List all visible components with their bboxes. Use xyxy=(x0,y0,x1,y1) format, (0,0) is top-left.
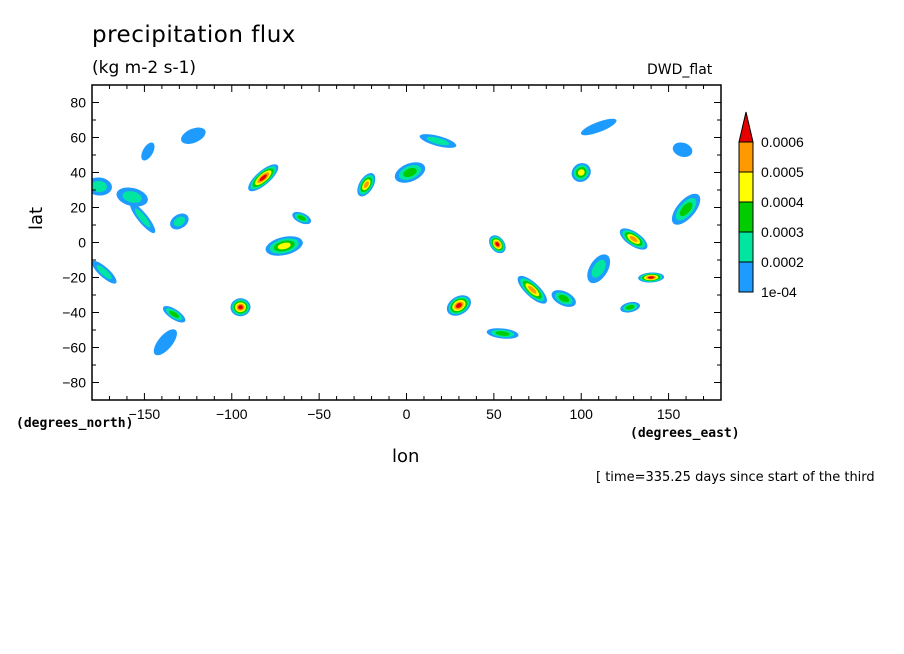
precip-contour xyxy=(591,259,606,278)
x-axis-label: lon xyxy=(392,446,420,467)
colorbar-label: 0.0005 xyxy=(761,164,804,180)
precip-cell xyxy=(672,142,693,158)
precip-cell xyxy=(419,134,457,148)
precip-contour xyxy=(134,208,151,228)
y-axis-ticks: 80 60 40 20 0 −20 −40 −60 −80 xyxy=(62,84,721,401)
precip-contour xyxy=(528,285,537,294)
x-tick-label: −150 xyxy=(129,406,161,422)
precip-cell xyxy=(620,301,640,313)
precip-contour xyxy=(153,329,177,356)
precip-cell xyxy=(446,295,471,316)
precip-contour xyxy=(672,142,693,158)
precip-cell xyxy=(357,173,376,197)
x-tick-label: −100 xyxy=(216,406,248,422)
precip-contour xyxy=(173,216,186,227)
y-tick-label: 40 xyxy=(70,165,86,181)
precip-contour xyxy=(96,265,112,280)
x-axis-units: (degrees_east) xyxy=(630,426,740,441)
precip-cell xyxy=(619,228,648,250)
precip-cell xyxy=(489,235,506,254)
precip-cell xyxy=(162,306,186,323)
precip-cell xyxy=(587,254,611,284)
precip-cell xyxy=(130,202,156,234)
precip-contour xyxy=(495,242,500,247)
colorbar-label: 0.0004 xyxy=(761,194,804,210)
precip-cell xyxy=(638,272,665,283)
x-tick-label: 100 xyxy=(570,406,594,422)
y-tick-label: 0 xyxy=(78,235,86,251)
colorbar-segment xyxy=(738,141,754,173)
time-annotation: [ time=335.25 days since start of the th… xyxy=(596,470,875,485)
precip-contour xyxy=(169,310,180,318)
precip-cell xyxy=(141,142,155,161)
precip-cell xyxy=(170,213,189,230)
precip-contour xyxy=(679,202,693,217)
precip-contour xyxy=(403,167,417,178)
x-tick-label: 50 xyxy=(486,406,502,422)
x-tick-label: 150 xyxy=(657,406,681,422)
colorbar: 0.0006 0.0005 0.0004 0.0003 0.0002 1e-04 xyxy=(738,111,804,300)
colorbar-extend-arrow xyxy=(738,111,754,143)
precip-cell xyxy=(394,162,426,183)
precip-contour xyxy=(426,136,450,146)
precip-cell xyxy=(517,275,547,304)
precip-cell xyxy=(181,127,206,144)
y-tick-label: −20 xyxy=(62,270,86,286)
precip-contour xyxy=(122,191,142,203)
precip-contour xyxy=(580,118,617,136)
precip-contour xyxy=(181,127,206,144)
precip-contour xyxy=(259,174,267,182)
precip-cell xyxy=(671,193,701,225)
precip-contour xyxy=(297,215,306,221)
x-axis-ticks: −150 −100 −50 0 50 100 150 xyxy=(91,85,722,422)
precip-cell xyxy=(551,290,576,307)
y-tick-label: −40 xyxy=(62,305,86,321)
precip-contour xyxy=(495,331,510,336)
colorbar-segment xyxy=(738,231,754,263)
x-tick-label: 0 xyxy=(403,406,411,422)
precip-cell xyxy=(248,164,279,192)
precip-cell xyxy=(292,211,312,225)
precip-cell xyxy=(116,187,148,207)
precip-contour xyxy=(141,142,155,161)
precipitation-field xyxy=(92,118,701,356)
precip-cell xyxy=(230,298,251,317)
precip-contour xyxy=(363,181,369,189)
colorbar-label: 0.0002 xyxy=(761,254,804,270)
y-tick-label: 80 xyxy=(70,95,86,111)
precip-cell xyxy=(486,328,519,339)
y-tick-label: −80 xyxy=(62,375,86,391)
precip-cell xyxy=(580,118,617,136)
chart-units: (kg m-2 s-1) xyxy=(92,58,197,78)
precip-contour xyxy=(647,276,655,279)
y-axis-units: (degrees_north) xyxy=(16,416,134,431)
precip-contour xyxy=(558,294,570,303)
precip-contour xyxy=(629,235,638,243)
dataset-label: DWD_flat xyxy=(647,62,713,78)
precip-cell xyxy=(571,163,591,182)
precip-contour xyxy=(625,304,635,310)
precip-contour xyxy=(238,305,243,310)
x-tick-label: −50 xyxy=(307,406,331,422)
chart-title: precipitation flux xyxy=(92,22,296,48)
precip-contour xyxy=(455,303,462,308)
colorbar-segment xyxy=(738,171,754,203)
precip-contour xyxy=(577,169,585,176)
colorbar-label: 0.0006 xyxy=(761,134,804,150)
precip-cell xyxy=(92,177,112,196)
colorbar-segment xyxy=(738,201,754,233)
colorbar-label: 0.0003 xyxy=(761,224,804,240)
y-tick-label: 60 xyxy=(70,130,86,146)
y-tick-label: 20 xyxy=(70,200,86,216)
precip-cell xyxy=(92,260,117,284)
colorbar-segment xyxy=(738,261,754,293)
colorbar-label: 1e-04 xyxy=(761,284,797,300)
precip-contour xyxy=(277,242,291,250)
y-tick-label: −60 xyxy=(62,340,86,356)
precip-contour xyxy=(92,180,107,193)
precip-cell xyxy=(153,329,177,356)
precip-cell xyxy=(265,236,303,256)
